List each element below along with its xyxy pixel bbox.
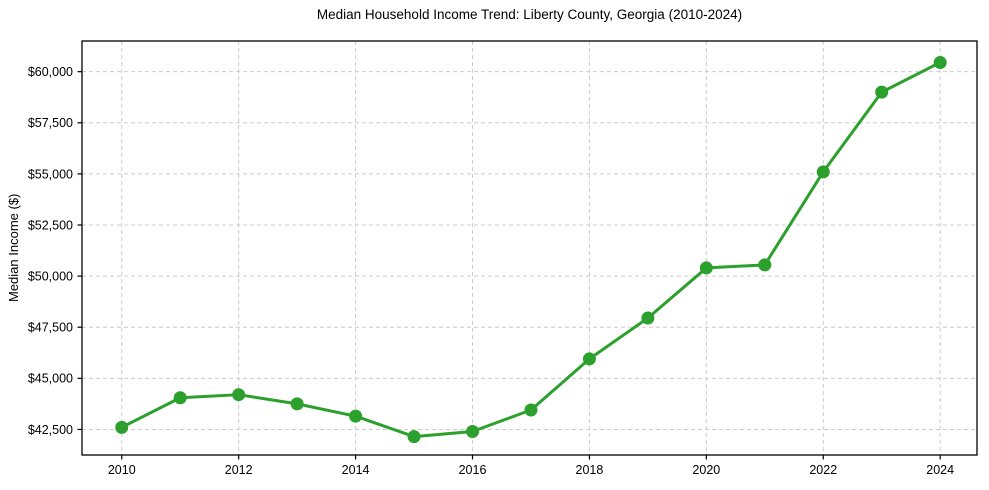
- data-point-marker: [758, 258, 772, 272]
- data-point-marker: [699, 261, 713, 275]
- y-tick-label: $47,500: [28, 321, 73, 335]
- y-tick-label: $42,500: [28, 423, 73, 437]
- x-tick-label: 2022: [809, 463, 837, 477]
- x-tick-label: 2016: [459, 463, 487, 477]
- data-point-marker: [524, 403, 538, 417]
- plot-border: [81, 40, 978, 456]
- x-tick-label: 2010: [108, 463, 136, 477]
- data-point-marker: [933, 55, 947, 69]
- data-point-marker: [582, 352, 596, 366]
- data-point-marker: [641, 311, 655, 325]
- data-point-marker: [115, 420, 129, 434]
- x-tick-label: 2018: [576, 463, 604, 477]
- x-tick-label: 2012: [225, 463, 253, 477]
- data-point-marker: [466, 424, 480, 438]
- data-point-marker: [816, 165, 830, 179]
- y-tick-label: $60,000: [28, 65, 73, 79]
- data-point-marker: [290, 397, 304, 411]
- y-tick-label: $57,500: [28, 116, 73, 130]
- x-tick-label: 2014: [342, 463, 370, 477]
- chart-title: Median Household Income Trend: Liberty C…: [316, 7, 743, 22]
- x-tick-label: 2024: [926, 463, 954, 477]
- data-point-marker: [232, 388, 246, 402]
- y-tick-label: $52,500: [28, 218, 73, 232]
- y-tick-label: $45,000: [28, 372, 73, 386]
- x-tick-label: 2020: [692, 463, 720, 477]
- data-point-marker: [407, 430, 421, 444]
- y-tick-label: $55,000: [28, 167, 73, 181]
- y-tick-label: $50,000: [28, 269, 73, 283]
- data-point-marker: [173, 391, 187, 405]
- income-trend-line: [120, 60, 942, 439]
- data-point-marker: [349, 409, 363, 423]
- data-point-marker: [875, 85, 889, 99]
